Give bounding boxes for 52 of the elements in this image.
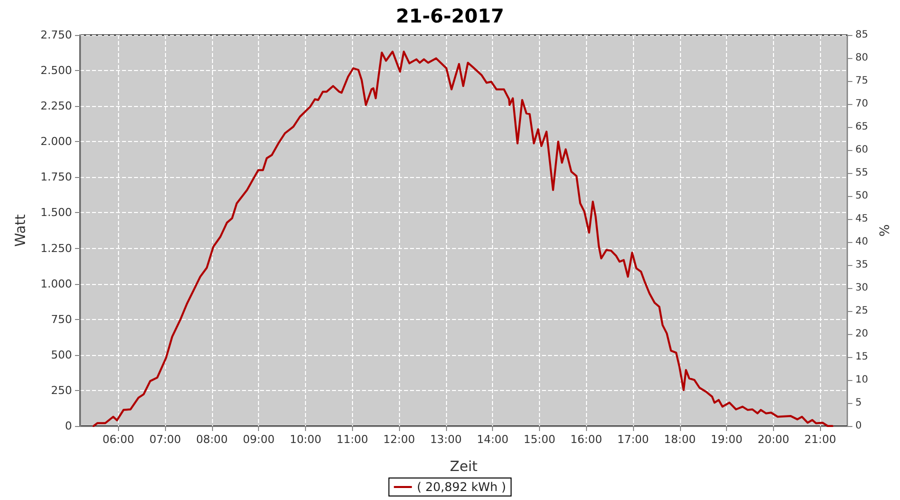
x-tick-label: 10:00 xyxy=(290,433,322,446)
x-tick-label: 13:00 xyxy=(430,433,462,446)
y-tick-label: 2.500 xyxy=(40,64,72,78)
x-tick-label: 18:00 xyxy=(664,433,696,446)
x-tick-label: 07:00 xyxy=(149,433,182,446)
y2-tick-label: 45 xyxy=(855,214,868,224)
y-axis-title: Watt xyxy=(13,214,29,247)
x-tick-label: 11:00 xyxy=(336,433,368,446)
x-tick-label: 08:00 xyxy=(196,433,228,446)
x-tick-label: 06:00 xyxy=(102,433,134,446)
y2-tick-label: 15 xyxy=(855,352,868,362)
y2-tick-label: 40 xyxy=(855,236,868,248)
x-tick-label: 09:00 xyxy=(242,433,275,446)
x-axis-title: Zeit xyxy=(450,459,478,475)
y-tick-label: 1.250 xyxy=(40,242,72,255)
y2-tick-label: 60 xyxy=(855,144,868,156)
x-tick-label: 20:00 xyxy=(758,433,790,446)
y2-tick-label: 55 xyxy=(855,168,868,178)
y2-tick-label: 20 xyxy=(855,328,868,340)
y-tick-label: 1.750 xyxy=(40,170,72,184)
y-tick-label: 500 xyxy=(51,348,72,362)
y2-tick-label: 0 xyxy=(855,420,862,432)
y2-axis-title: % xyxy=(878,224,893,237)
y-tick-label: 0 xyxy=(65,420,72,432)
x-tick-label: 12:00 xyxy=(383,433,415,446)
line-series xyxy=(92,50,834,427)
x-tick-label: 14:00 xyxy=(476,433,509,446)
y2-tick-label: 35 xyxy=(855,260,868,270)
y-tick-label: 1.500 xyxy=(40,206,72,220)
y2-tick-label: 25 xyxy=(855,306,868,316)
y-tick-label: 2.000 xyxy=(40,135,72,148)
y2-tick-label: 5 xyxy=(855,398,862,408)
y2-tick-label: 80 xyxy=(855,52,868,64)
y2-tick-label: 85 xyxy=(855,30,868,40)
y-tick-label: 250 xyxy=(51,384,72,397)
x-tick-label: 17:00 xyxy=(617,433,649,446)
x-tick-label: 21:00 xyxy=(804,433,836,446)
y-tick-label: 1.000 xyxy=(40,277,72,290)
y2-tick-label: 30 xyxy=(855,282,868,294)
y2-tick-label: 65 xyxy=(855,122,868,132)
x-tick-label: 16:00 xyxy=(570,433,602,446)
legend-label: ( 20,892 kWh ) xyxy=(416,480,506,494)
y-tick-label: 2.750 xyxy=(40,28,72,42)
y-tick-label: 750 xyxy=(51,312,72,326)
y2-tick-label: 70 xyxy=(855,98,868,110)
x-tick-label: 19:00 xyxy=(710,433,743,446)
y2-tick-label: 10 xyxy=(855,374,868,386)
y2-tick-label: 75 xyxy=(855,76,868,86)
x-tick-label: 15:00 xyxy=(524,433,556,446)
y2-tick-label: 50 xyxy=(855,190,868,202)
chart-title: 21-6-2017 xyxy=(396,6,504,28)
y-tick-label: 2.250 xyxy=(40,100,72,113)
